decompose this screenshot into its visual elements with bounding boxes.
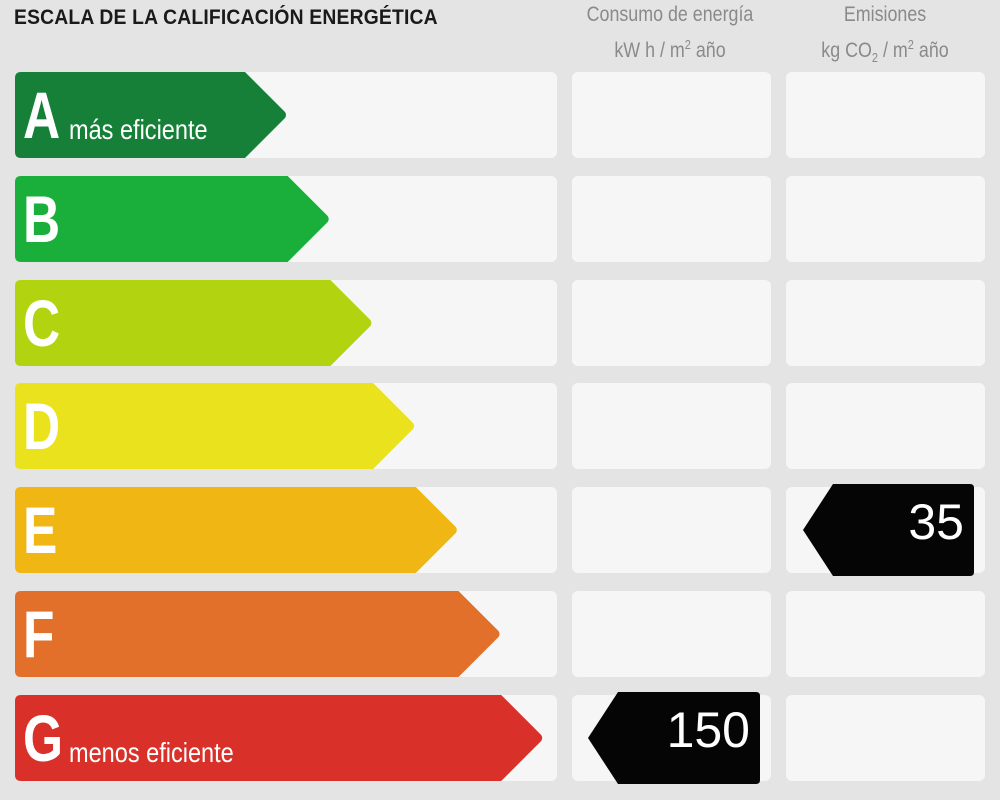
rating-row-e: E 35 [0, 484, 1000, 577]
emisiones-cell [786, 72, 985, 158]
page-title: ESCALA DE LA CALIFICACIÓN ENERGÉTICA [14, 6, 438, 29]
emisiones-header-unit: kg CO2 / m2 año [821, 37, 949, 66]
emisiones-cell [786, 175, 985, 262]
rating-letter: A [23, 78, 61, 152]
rating-arrow-f: F [15, 591, 501, 677]
rating-arrow-b: B [15, 175, 330, 262]
rating-row-b: B [0, 175, 1000, 262]
consumo-cell [572, 72, 771, 158]
consumo-cell [572, 487, 771, 574]
consumo-cell [572, 591, 771, 677]
emisiones-cell [786, 383, 985, 470]
rating-letter: B [23, 181, 61, 256]
emisiones-header-line1: Emisiones [843, 3, 927, 26]
consumo-cell [572, 383, 771, 470]
rating-letter: G [23, 700, 64, 775]
rating-subtitle: menos eficiente [69, 736, 234, 768]
emisiones-marker-value: 35 [908, 494, 964, 551]
rating-arrow-e: E [15, 487, 458, 574]
consumo-marker-value: 150 [666, 701, 750, 758]
consumo-cell [572, 175, 771, 262]
emisiones-cell [786, 279, 985, 366]
rating-arrow-c: C [15, 279, 372, 366]
rating-letter: C [23, 285, 61, 360]
emisiones-column-header: Emisiones kg CO2 / m2 año [798, 0, 971, 73]
consumo-cell [572, 279, 771, 366]
rating-subtitle: más eficiente [69, 114, 208, 145]
consumo-header-unit: kW h / m2 año [614, 37, 726, 62]
rating-arrow-d: D [15, 383, 415, 470]
rating-row-f: F [0, 591, 1000, 677]
rating-row-d: D [0, 383, 1000, 470]
rating-letter: E [23, 493, 58, 568]
consumo-column-header: Consumo de energía kW h / m2 año [583, 0, 756, 66]
rating-row-c: C [0, 279, 1000, 366]
emisiones-cell [786, 591, 985, 677]
rating-letter: F [23, 597, 55, 671]
emisiones-cell [786, 694, 985, 781]
rating-letter: D [23, 389, 61, 464]
consumo-marker: 150 [588, 691, 760, 784]
emisiones-marker: 35 [803, 484, 974, 577]
consumo-header-line1: Consumo de energía [586, 3, 754, 26]
